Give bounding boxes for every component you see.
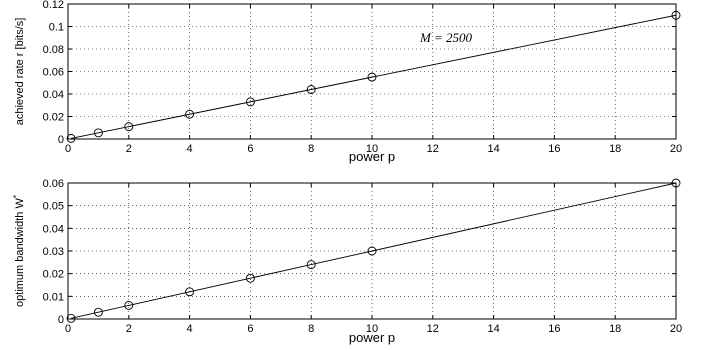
data-point [124,122,134,132]
x-tick-label: 16 [548,143,560,155]
data-point [367,246,377,256]
x-tick-label: 10 [366,143,378,155]
annotation-label: M = 2500 [419,30,473,45]
x-tick-label: 6 [247,323,253,335]
y-tick-label: 0.12 [43,0,64,11]
y-tick-label: 0.03 [43,246,64,258]
x-tick-label: 18 [609,143,621,155]
x-tick-label: 6 [247,143,253,155]
y-tick-label: 0 [58,314,64,326]
x-tick-label: 12 [427,143,439,155]
y-axis-label: optimum bandwidth W* [12,195,27,307]
rate-panel: 0 2 4 6 8 10 12 14 16 18 20 0 0.02 0.04 0.06 0.08 0.1 0.1… [14,0,682,164]
y-tick-label: 0.04 [43,89,64,101]
x-tick-label: 18 [609,323,621,335]
data-point [245,97,255,107]
x-tick-label: 2 [126,143,132,155]
y-tick-label: 0.05 [43,201,64,213]
x-tick-label: 0 [65,143,71,155]
y-tick-label: 0 [58,134,64,146]
y-tick-label: 0.08 [43,44,64,56]
data-point [306,85,316,94]
y-axis-label-superscript: * [12,195,21,198]
x-tick-label: 14 [487,323,499,335]
data-point [185,109,195,119]
x-tick-label: 12 [427,323,439,335]
data-point [66,313,76,323]
y-tick-label: 0.02 [43,269,64,281]
data-point [66,133,76,143]
data-point [124,300,134,310]
x-tick-label: 2 [126,323,132,335]
y-tick-label: 0.01 [43,291,64,303]
data-point [671,178,681,188]
data-point [93,307,103,317]
data-point [367,72,377,82]
x-tick-label: 16 [548,323,560,335]
x-tick-label: 0 [65,323,71,335]
x-tick-label: 20 [670,323,682,335]
data-point [93,128,103,138]
x-tick-label: 10 [366,323,378,335]
x-axis-label: power p [349,330,395,345]
y-tick-label: 0.06 [43,67,64,79]
y-tick-label: 0.06 [43,178,64,190]
x-tick-label: 8 [308,323,314,335]
bandwidth-panel: 0 2 4 6 8 10 12 14 16 18 20 0 0.01 0.02 0.03 0.04 0.05 0.… [12,178,683,345]
series-line [70,182,677,319]
y-tick-label: 0.1 [49,22,64,34]
series-line [70,14,677,139]
x-tick-label: 8 [308,143,314,155]
data-point [185,287,195,297]
data-point [306,260,316,270]
x-tick-label: 14 [487,143,499,155]
x-axis-label: power p [349,149,395,164]
data-point [671,10,681,20]
data-point [245,273,255,283]
x-tick-label: 4 [187,323,193,335]
y-tick-label: 0.04 [43,223,64,235]
y-axis-label: achieved rate r [bits/s] [14,18,26,126]
x-tick-label: 20 [670,143,682,155]
y-tick-label: 0.02 [43,112,64,124]
x-tick-label: 4 [187,143,193,155]
